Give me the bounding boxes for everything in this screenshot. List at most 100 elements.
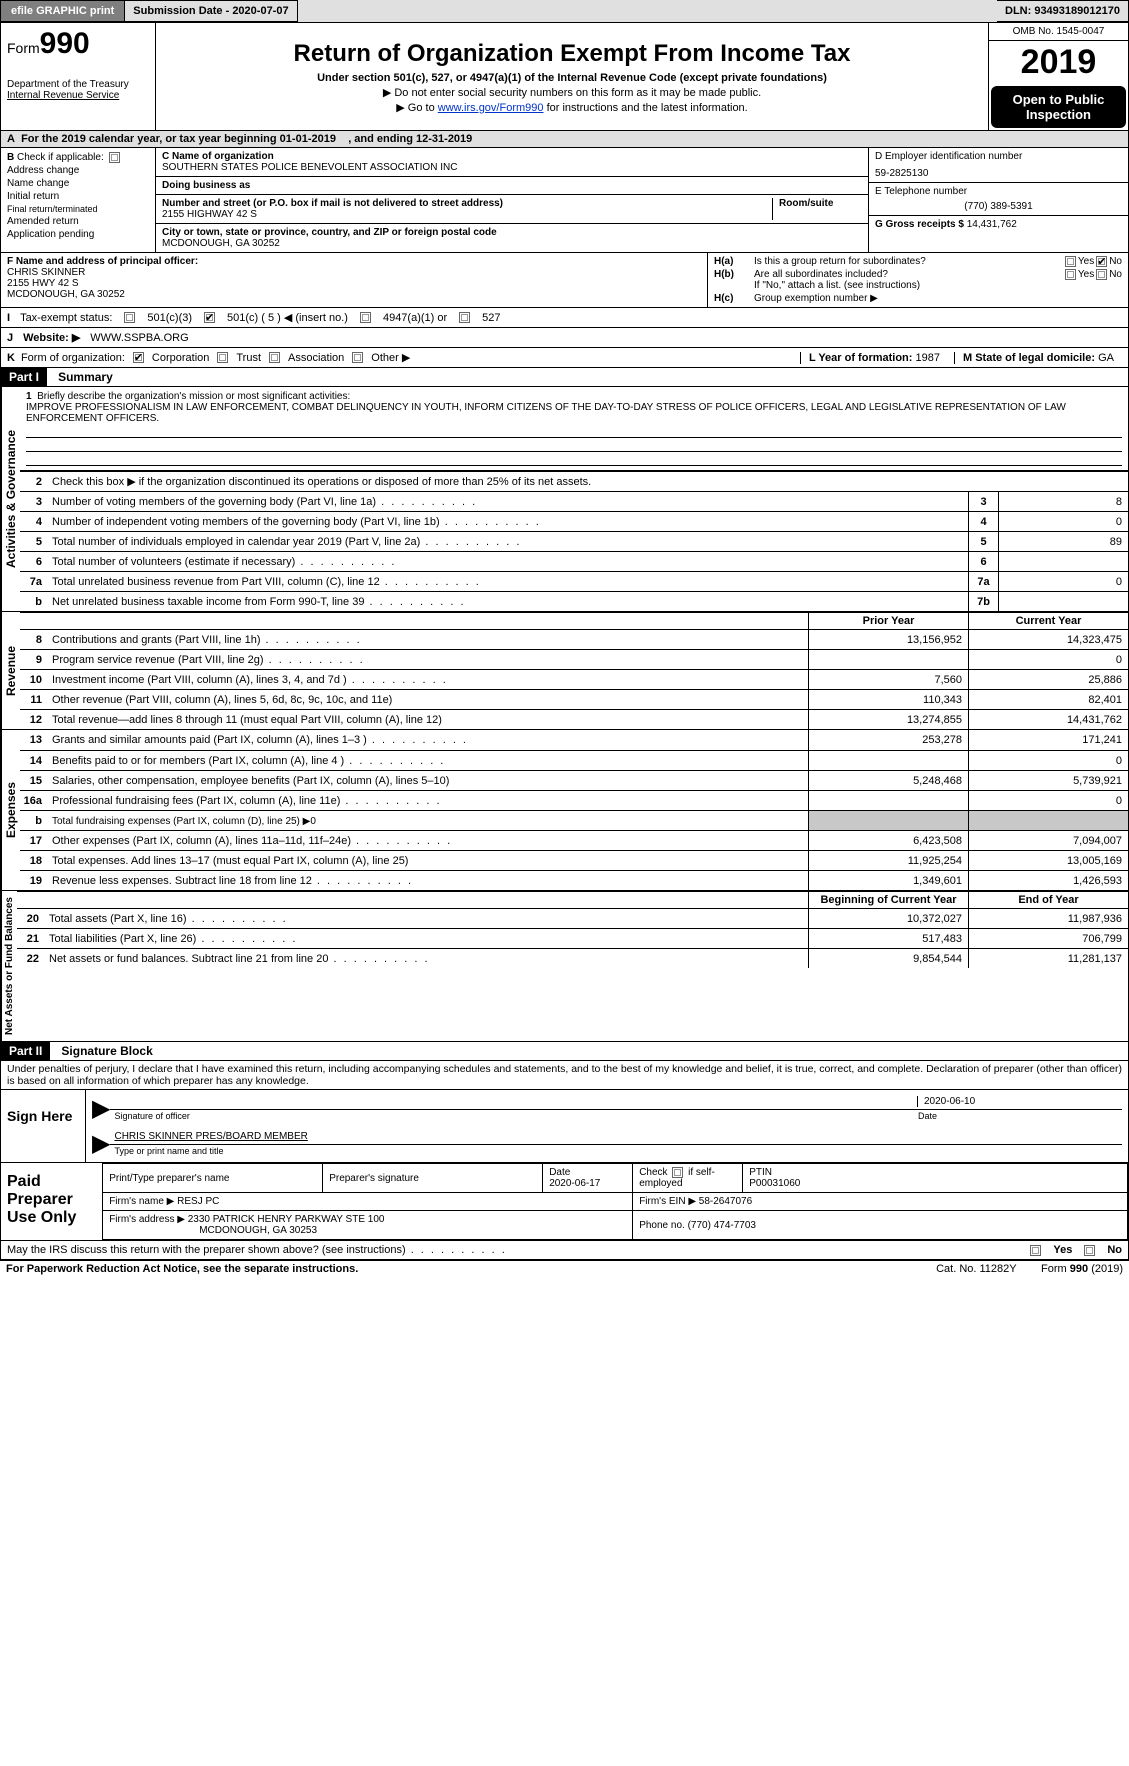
col-end: End of Year [968, 892, 1128, 908]
chk-address: Address change [7, 165, 149, 176]
chk-pending: Application pending [7, 229, 149, 240]
sign-date: 2020-06-10 [918, 1096, 1118, 1107]
state-domicile: GA [1098, 352, 1114, 364]
sig-officer-label: Signature of officer [114, 1111, 918, 1121]
chk-name: Name change [7, 178, 149, 189]
hb-text: Are all subordinates included? [754, 269, 1063, 280]
line6-text: Total number of volunteers (estimate if … [48, 554, 968, 570]
line6-val [998, 552, 1128, 571]
prep-name-label: Print/Type preparer's name [103, 1164, 323, 1193]
self-emp-checkbox[interactable] [672, 1167, 683, 1178]
line7a-val: 0 [998, 572, 1128, 591]
room-label: Room/suite [772, 198, 862, 220]
side-activities: Activities & Governance [1, 387, 20, 611]
footer: For Paperwork Reduction Act Notice, see … [0, 1261, 1129, 1277]
527-checkbox[interactable] [459, 312, 470, 323]
prep-sig-label: Preparer's signature [323, 1164, 543, 1193]
addr-value: 2155 HIGHWAY 42 S [162, 209, 772, 220]
line3-text: Number of voting members of the governin… [48, 494, 968, 510]
section-expenses: Expenses 13Grants and similar amounts pa… [1, 730, 1128, 891]
block-fh: F Name and address of principal officer:… [1, 253, 1128, 308]
col-prior: Prior Year [808, 613, 968, 629]
col-c: C Name of organization SOUTHERN STATES P… [156, 148, 868, 252]
side-netassets: Net Assets or Fund Balances [1, 891, 17, 1041]
city-label: City or town, state or province, country… [162, 227, 862, 238]
corp-checkbox[interactable] [133, 352, 144, 363]
part1-title: Summary [50, 368, 121, 386]
ha-no-checkbox[interactable] [1096, 256, 1107, 267]
year-formation: 1987 [916, 352, 940, 364]
subtitle-1: Under section 501(c), 527, or 4947(a)(1)… [164, 72, 980, 84]
open-inspection: Open to Public Inspection [991, 86, 1126, 128]
officer-addr1: 2155 HWY 42 S [7, 278, 701, 289]
chk-amended: Amended return [7, 216, 149, 227]
chk-initial: Initial return [7, 191, 149, 202]
hc-label: H(c) [714, 293, 754, 304]
gross-value: 14,431,762 [967, 219, 1017, 230]
line4-text: Number of independent voting members of … [48, 514, 968, 530]
part2-tag: Part II [1, 1042, 50, 1060]
submission-date: Submission Date - 2020-07-07 [125, 0, 297, 22]
block-bcdefg: B Check if applicable: Address change Na… [1, 148, 1128, 253]
dept-treasury: Department of the Treasury Internal Reve… [7, 79, 149, 101]
firm-addr1: 2330 PATRICK HENRY PARKWAY STE 100 [188, 1214, 385, 1225]
ha-text: Is this a group return for subordinates? [754, 256, 1063, 267]
part1-tag: Part I [1, 368, 47, 386]
other-checkbox[interactable] [352, 352, 363, 363]
discuss-yes-checkbox[interactable] [1030, 1245, 1041, 1256]
subtitle-2: ▶ Do not enter social security numbers o… [164, 86, 980, 99]
chk-final: Final return/terminated [7, 204, 149, 214]
mission-block: 1 Briefly describe the organization's mi… [20, 387, 1128, 471]
501c3-checkbox[interactable] [124, 312, 135, 323]
col-b: B Check if applicable: Address change Na… [1, 148, 156, 252]
hb-no-checkbox[interactable] [1096, 269, 1107, 280]
line3-val: 8 [998, 492, 1128, 511]
form-number: Form990 [7, 27, 149, 61]
officer-addr2: MCDONOUGH, GA 30252 [7, 289, 701, 300]
subtitle-3: ▶ Go to www.irs.gov/Form990 for instruct… [164, 101, 980, 114]
checkbox-icon[interactable] [109, 152, 120, 163]
discuss-row: May the IRS discuss this return with the… [1, 1241, 1128, 1260]
501c-checkbox[interactable] [204, 312, 215, 323]
section-netassets: Net Assets or Fund Balances Beginning of… [1, 891, 1128, 1042]
gross-label: G Gross receipts $ [875, 219, 964, 230]
hb-label: H(b) [714, 269, 754, 280]
row-a: A For the 2019 calendar year, or tax yea… [1, 131, 1128, 148]
website-value: WWW.SSPBA.ORG [90, 332, 188, 344]
paid-table: Print/Type preparer's name Preparer's si… [102, 1163, 1128, 1240]
ha-yes-checkbox[interactable] [1065, 256, 1076, 267]
dba-label: Doing business as [162, 180, 250, 191]
trust-checkbox[interactable] [217, 352, 228, 363]
date-label: Date [918, 1111, 1118, 1121]
penalty-text: Under penalties of perjury, I declare th… [1, 1061, 1128, 1090]
paid-preparer: Paid Preparer Use Only Print/Type prepar… [1, 1163, 1128, 1241]
line5-text: Total number of individuals employed in … [48, 534, 968, 550]
row-klm: KForm of organization: Corporation Trust… [1, 348, 1128, 368]
line2-text: Check this box ▶ if the organization dis… [48, 473, 1128, 490]
phone-label: E Telephone number [875, 186, 1122, 197]
section-activities: Activities & Governance 1 Briefly descri… [1, 387, 1128, 612]
col-d: D Employer identification number 59-2825… [868, 148, 1128, 252]
side-revenue: Revenue [1, 612, 20, 729]
officer-sign-name: CHRIS SKINNER PRES/BOARD MEMBER [114, 1131, 307, 1142]
hb-yes-checkbox[interactable] [1065, 269, 1076, 280]
firm-addr2: MCDONOUGH, GA 30253 [109, 1225, 317, 1236]
foot-left: For Paperwork Reduction Act Notice, see … [6, 1263, 358, 1275]
arrow-icon: ▶ [92, 1094, 110, 1123]
discuss-no-checkbox[interactable] [1084, 1245, 1095, 1256]
4947-checkbox[interactable] [360, 312, 371, 323]
part2-title: Signature Block [53, 1042, 160, 1060]
row-j: J Website: ▶ WWW.SSPBA.ORG [1, 328, 1128, 348]
efile-button[interactable]: efile GRAPHIC print [0, 0, 125, 22]
ptin-value: P00031060 [749, 1178, 800, 1189]
paid-label: Paid Preparer Use Only [1, 1163, 102, 1240]
dln: DLN: 93493189012170 [997, 0, 1129, 22]
city-value: MCDONOUGH, GA 30252 [162, 238, 862, 249]
org-name: SOUTHERN STATES POLICE BENEVOLENT ASSOCI… [162, 162, 862, 173]
addr-label: Number and street (or P.O. box if mail i… [162, 198, 772, 209]
assoc-checkbox[interactable] [269, 352, 280, 363]
hc-text: Group exemption number ▶ [754, 293, 878, 304]
org-name-label: C Name of organization [162, 151, 862, 162]
form-container: Form990 Department of the Treasury Inter… [0, 22, 1129, 1261]
irs-link[interactable]: www.irs.gov/Form990 [438, 102, 544, 114]
